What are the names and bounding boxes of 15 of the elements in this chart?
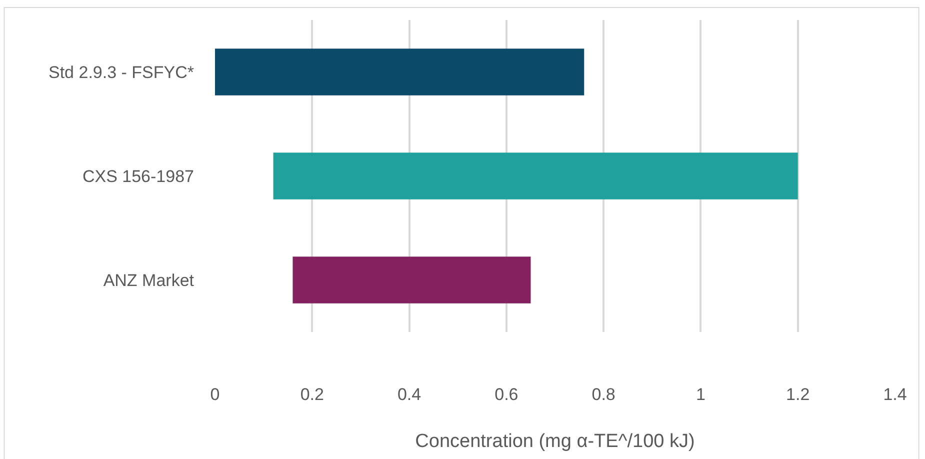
- y-tick-label: CXS 156-1987: [82, 166, 194, 186]
- x-tick-label: 0.4: [397, 385, 422, 404]
- x-tick-label: 0.6: [494, 385, 518, 404]
- x-tick-label: 1.2: [786, 385, 810, 404]
- bar: [273, 152, 798, 200]
- x-tick-label: 1: [696, 385, 706, 404]
- y-tick-label: ANZ Market: [103, 270, 194, 290]
- y-tick-label: Std 2.9.3 - FSFYC*: [48, 62, 194, 82]
- x-tick-label: 0.8: [592, 385, 616, 404]
- x-axis-title: Concentration (mg α-TE^/100 kJ): [415, 430, 695, 452]
- x-tick-label: 0: [210, 385, 220, 404]
- x-tick-label: 1.4: [883, 385, 907, 404]
- bar: [215, 48, 584, 96]
- x-tick-label: 0.2: [300, 385, 324, 404]
- bar: [292, 256, 531, 304]
